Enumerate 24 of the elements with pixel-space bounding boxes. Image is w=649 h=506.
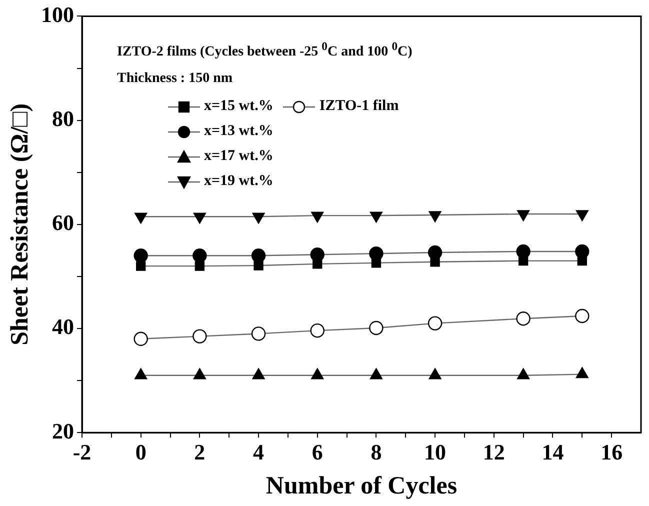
y-tick-label: 40	[52, 314, 74, 340]
x-tick-label: 0	[135, 439, 146, 464]
y-tick-label: 100	[41, 2, 74, 27]
y-axis-title: Sheet Resistance (Ω/□)	[6, 103, 34, 346]
y-tick-label: 60	[52, 210, 74, 236]
x-tick-label: 4	[253, 439, 264, 464]
x-tick-label: 16	[600, 439, 623, 464]
legend-label: x=19 wt.%	[204, 173, 274, 190]
y-tick-label: 20	[52, 418, 74, 444]
x-tick-label: 8	[370, 439, 382, 464]
x-tick-label: 2	[194, 439, 206, 464]
legend-label: IZTO-1 film	[319, 98, 399, 115]
legend-label: x=13 wt.%	[204, 123, 274, 140]
legend-label: x=15 wt.%	[204, 98, 274, 115]
x-tick-label: -2	[72, 439, 92, 464]
x-tick-label: 12	[482, 439, 505, 464]
y-tick-label: 80	[52, 106, 74, 131]
x-tick-label: 14	[542, 439, 564, 464]
x-axis-title: Number of Cycles	[266, 472, 458, 500]
legend-label: x=17 wt.%	[204, 148, 274, 165]
x-tick-label: 10	[424, 439, 446, 464]
annotation: IZTO-2 films (Cycles between -25 $^{0}$C and 100 $^{0}$C)	[117, 39, 412, 62]
x-tick-label: 6	[312, 439, 323, 464]
annotation: Thickness : 150 nm	[117, 70, 234, 88]
